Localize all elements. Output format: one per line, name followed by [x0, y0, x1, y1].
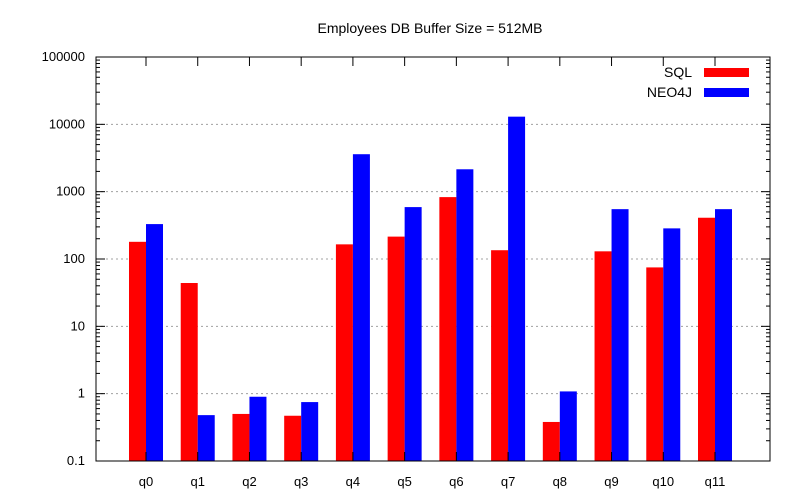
x-tick-label: q8: [553, 474, 567, 489]
x-tick-label: q11: [705, 474, 726, 489]
bar-neo4j-q5: [404, 207, 422, 461]
bar-sql-q5: [387, 236, 405, 461]
x-tick-label: q2: [242, 474, 256, 489]
legend-swatch: [704, 88, 749, 97]
bar-sql-q7: [491, 250, 509, 461]
bar-sql-q3: [284, 415, 302, 461]
bar-sql-q10: [646, 267, 664, 461]
legend-label: NEO4J: [647, 84, 692, 100]
x-tick-label: q3: [294, 474, 308, 489]
bar-neo4j-q10: [663, 228, 681, 461]
y-tick-label: 10: [71, 318, 85, 333]
bars: [129, 116, 732, 462]
bar-neo4j-q1: [197, 415, 215, 461]
y-tick-label: 1: [78, 386, 85, 401]
bar-sql-q4: [335, 244, 353, 461]
y-tick-label: 10000: [49, 116, 85, 131]
x-tick-label: q4: [346, 474, 360, 489]
bar-sql-q1: [180, 283, 198, 461]
bar-neo4j-q6: [456, 169, 474, 461]
bar-neo4j-q9: [611, 209, 629, 461]
bar-neo4j-q4: [352, 154, 370, 461]
x-tick-label: q7: [501, 474, 515, 489]
bar-neo4j-q0: [146, 224, 163, 461]
x-tick-label: q10: [652, 474, 674, 489]
y-tick-label: 0.1: [67, 453, 85, 468]
bar-neo4j-q2: [249, 396, 267, 461]
y-tick-label: 100: [63, 251, 85, 266]
axis-ticks: 0.1 1 10 100 1000 10000 100000 q0 q1 q2 q3 q4 q5 q6 q7…: [42, 49, 770, 489]
bar-sql-q6: [439, 197, 457, 461]
bar-neo4j-q7: [508, 116, 526, 462]
y-tick-label: 100000: [42, 49, 85, 64]
y-tick-label: 1000: [56, 184, 85, 199]
chart-title: Employees DB Buffer Size = 512MB: [317, 20, 542, 36]
x-tick-label: q9: [604, 474, 618, 489]
legend: SQL NEO4J: [647, 64, 749, 100]
bar-sql-q9: [594, 251, 612, 461]
bar-neo4j-q8: [559, 391, 577, 461]
legend-swatch: [704, 68, 749, 77]
bar-sql-q0: [129, 241, 146, 461]
bar-sql-q8: [542, 421, 560, 461]
bar-sql-q11: [698, 217, 715, 461]
x-tick-label: q5: [397, 474, 411, 489]
x-tick-label: q0: [139, 474, 153, 489]
x-tick-label: q1: [190, 474, 204, 489]
legend-label: SQL: [664, 64, 692, 80]
bar-neo4j-q3: [301, 402, 319, 461]
bar-neo4j-q11: [715, 209, 732, 461]
x-tick-label: q6: [449, 474, 463, 489]
bar-sql-q2: [232, 413, 250, 461]
